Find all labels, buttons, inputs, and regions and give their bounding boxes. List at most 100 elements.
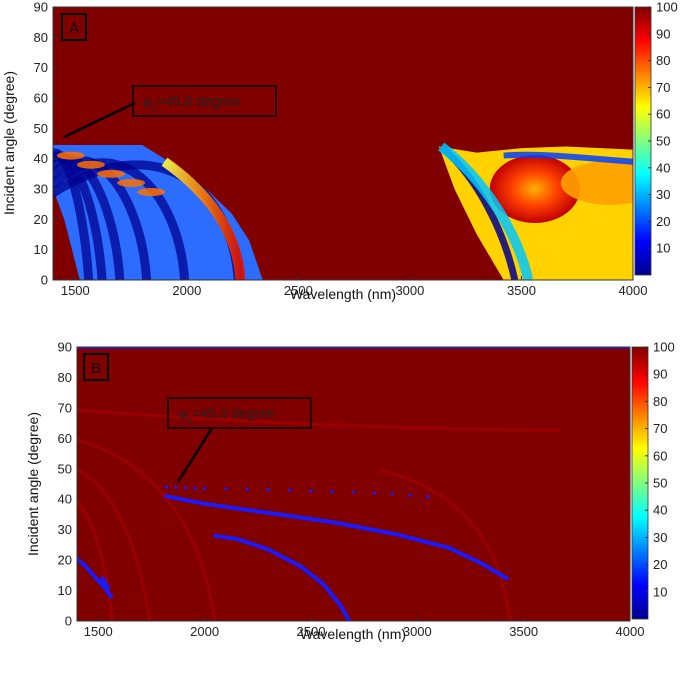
critical-dot: [408, 493, 412, 497]
x-tick-label: 2500: [297, 624, 326, 639]
panel-b-frame: [76, 346, 631, 622]
svg-text:φc=45.3 degree: φc=45.3 degree: [178, 405, 275, 426]
y-tick-label: 70: [58, 400, 72, 415]
colorbar-tick-label: 70: [653, 421, 667, 436]
x-tick-label: 3500: [509, 624, 538, 639]
colorbar-tick-label: 70: [656, 80, 670, 95]
y-tick-label: 10: [58, 583, 72, 598]
panel-b-background: [77, 347, 630, 621]
region-band: [53, 145, 263, 280]
critical-dot: [183, 486, 188, 490]
x-tick-label: 4000: [616, 624, 645, 639]
y-tick-label: 0: [65, 614, 72, 629]
panel-a-xlabel: Wavelength (nm): [290, 286, 396, 302]
colorbar-tick-label: 100: [656, 0, 678, 15]
fringe-maximum: [161, 157, 246, 280]
colorbar-tick-label: 20: [653, 557, 667, 572]
panel-a-frame: [52, 6, 634, 281]
fringe-spot: [56, 151, 85, 160]
panel-b: 1500 2000 2500 3000 3500 4000 0 10 20 30 40 50 60 70 8…: [25, 340, 675, 643]
panel-a: 1500 2000 2500 3000 3500 4000 0 10 20 30 40 50 60 70 8…: [1, 0, 678, 302]
x-tick-label: 3000: [403, 624, 432, 639]
panel-b-annotation-pointer: [176, 427, 214, 483]
x-tick-label: 2000: [172, 283, 201, 298]
colorbar-tick-label: 80: [653, 394, 667, 409]
x-tick-label: 4000: [619, 283, 648, 298]
x-tick-label: 1500: [61, 283, 90, 298]
panel-b-colorbar-ticks: 10 20 30 40 50 60 70 80 90 100: [645, 340, 675, 599]
panel-b-annotation-symbol: φ: [178, 405, 187, 421]
panel-b-annotation-box: [167, 397, 312, 429]
y-tick-label: 40: [58, 492, 72, 507]
critical-dot: [245, 487, 249, 491]
svg-text:φc=45.6 degree: φc=45.6 degree: [143, 93, 240, 114]
colorbar-tick-label: 30: [653, 530, 667, 545]
y-tick-label: 60: [34, 91, 48, 106]
colorbar-tick-label: 40: [656, 160, 670, 175]
y-tick-label: 0: [41, 273, 48, 288]
y-tick-label: 40: [34, 151, 48, 166]
y-tick-label: 30: [58, 522, 72, 537]
panel-a-colorbar-ticks: 10 20 30 40 50 60 70 80 90 100: [648, 0, 678, 256]
colorbar-tick-label: 30: [656, 187, 670, 202]
fringe-minimum: [438, 142, 534, 280]
colorbar-tick-label: 90: [653, 367, 667, 382]
panel-b-xlabel: Wavelength (nm): [300, 626, 406, 642]
y-tick-label: 50: [58, 461, 72, 476]
y-tick-label: 30: [34, 182, 48, 197]
critical-dot: [309, 489, 313, 493]
colorbar-tick-label: 50: [656, 134, 670, 149]
x-tick-label: 2000: [190, 624, 219, 639]
x-tick-label: 2500: [284, 283, 313, 298]
panel-a-annotation-box: [132, 85, 277, 117]
critical-dot: [373, 491, 377, 495]
panel-b-colorbar: 10 20 30 40 50 60 70 80 90 100: [631, 340, 675, 620]
critical-dot: [266, 488, 270, 492]
fringe-minimum: [53, 158, 190, 280]
colorbar-tick-label: 100: [653, 340, 675, 355]
y-tick-label: 90: [34, 0, 48, 15]
critical-dot: [164, 485, 168, 489]
panel-b-label: B: [91, 360, 101, 377]
colorbar-tick-label: 90: [656, 26, 670, 41]
low-value-line: [77, 556, 113, 599]
panel-b-ticks: 1500 2000 2500 3000 3500 4000 0 10 20 30 40 50 60 70 8…: [58, 340, 645, 640]
critical-dot: [224, 487, 228, 491]
y-tick-label: 60: [58, 431, 72, 446]
x-tick-label: 3500: [507, 283, 536, 298]
x-tick-label: 3000: [395, 283, 424, 298]
panel-a-label: A: [69, 20, 79, 37]
colorbar-tick-label: 80: [656, 53, 670, 68]
low-value-line: [213, 533, 352, 621]
low-value-line: [100, 576, 110, 590]
critical-dot: [174, 485, 178, 489]
panel-b-annotation-text: =45.3 degree: [192, 405, 275, 421]
critical-dot: [330, 490, 334, 494]
panel-b-faint-streaks: [77, 408, 561, 621]
panel-b-annotation: φc=45.3 degree: [167, 397, 312, 483]
colorbar-tick-label: 20: [656, 214, 670, 229]
high-value-lobe: [489, 155, 580, 223]
panel-a-colorbar: 10 20 30 40 50 60 70 80 90 100: [634, 0, 678, 276]
y-tick-label: 10: [34, 242, 48, 257]
fringe-spot: [97, 169, 125, 178]
y-tick-label: 70: [34, 60, 48, 75]
panel-b-label-box: [83, 353, 109, 381]
critical-dot: [425, 495, 429, 499]
colorbar-tick-label: 40: [653, 503, 667, 518]
y-tick-label: 50: [34, 121, 48, 136]
low-value-line: [164, 494, 509, 581]
fringe-spot: [76, 160, 105, 169]
colorbar-tick-label: 10: [656, 241, 670, 256]
y-tick-label: 20: [58, 553, 72, 568]
y-tick-label: 20: [34, 212, 48, 227]
y-tick-label: 90: [58, 340, 72, 355]
panel-a-ticks: 1500 2000 2500 3000 3500 4000 0 10 20 30 40 50 60 70 8…: [34, 0, 648, 298]
critical-dot: [390, 492, 394, 496]
colorbar-tick-label: 60: [656, 107, 670, 122]
panel-b-annotation-subscript: c: [187, 415, 192, 426]
critical-dot: [351, 490, 356, 494]
panel-a-annotation-text: =45.6 degree: [157, 93, 240, 109]
panel-a-regions: [53, 142, 633, 280]
